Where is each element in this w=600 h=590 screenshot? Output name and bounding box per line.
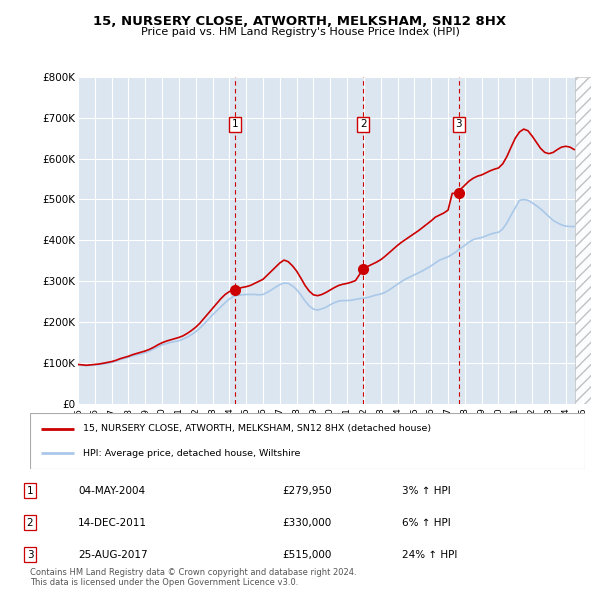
Text: Price paid vs. HM Land Registry's House Price Index (HPI): Price paid vs. HM Land Registry's House …	[140, 27, 460, 37]
Bar	[575, 77, 591, 404]
Text: 25-AUG-2017: 25-AUG-2017	[78, 550, 148, 559]
Text: 6% ↑ HPI: 6% ↑ HPI	[402, 518, 451, 527]
Text: 15, NURSERY CLOSE, ATWORTH, MELKSHAM, SN12 8HX (detached house): 15, NURSERY CLOSE, ATWORTH, MELKSHAM, SN…	[83, 424, 431, 433]
Text: HPI: Average price, detached house, Wiltshire: HPI: Average price, detached house, Wilt…	[83, 449, 300, 458]
Text: 3: 3	[455, 119, 462, 129]
Text: £279,950: £279,950	[282, 486, 332, 496]
Text: 04-MAY-2004: 04-MAY-2004	[78, 486, 145, 496]
FancyBboxPatch shape	[30, 413, 585, 469]
Text: 2: 2	[26, 518, 34, 527]
Text: 1: 1	[26, 486, 34, 496]
Text: 2: 2	[360, 119, 367, 129]
Text: £515,000: £515,000	[282, 550, 331, 559]
Text: 24% ↑ HPI: 24% ↑ HPI	[402, 550, 457, 559]
Text: 1: 1	[232, 119, 239, 129]
Text: 3: 3	[26, 550, 34, 559]
Text: Contains HM Land Registry data © Crown copyright and database right 2024.
This d: Contains HM Land Registry data © Crown c…	[30, 568, 356, 587]
Text: £330,000: £330,000	[282, 518, 331, 527]
Text: 14-DEC-2011: 14-DEC-2011	[78, 518, 147, 527]
Text: 15, NURSERY CLOSE, ATWORTH, MELKSHAM, SN12 8HX: 15, NURSERY CLOSE, ATWORTH, MELKSHAM, SN…	[94, 15, 506, 28]
Text: 3% ↑ HPI: 3% ↑ HPI	[402, 486, 451, 496]
